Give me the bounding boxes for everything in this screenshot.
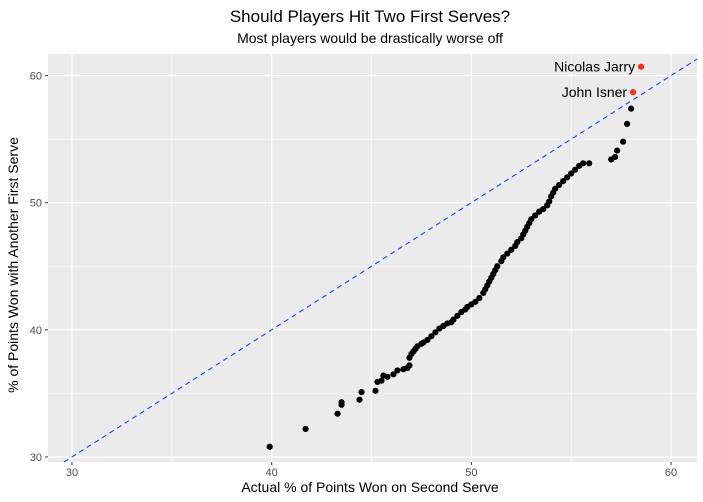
data-point (504, 250, 511, 257)
x-tick-label: 40 (266, 467, 278, 479)
point-annotation: John Isner (562, 84, 628, 100)
x-tick-label: 60 (665, 467, 677, 479)
data-point (528, 216, 535, 223)
points-layer (266, 63, 645, 450)
data-point (428, 333, 435, 340)
data-point (628, 105, 635, 112)
data-point (564, 174, 571, 181)
data-point (612, 153, 619, 161)
data-point (620, 138, 627, 145)
data-point (560, 178, 567, 185)
data-point (572, 166, 579, 173)
data-point (454, 312, 461, 319)
reference-line (63, 58, 698, 463)
data-point (494, 263, 501, 270)
y-axis-title: % of Points Won with Another First Serve (5, 137, 21, 393)
reference-line-layer (63, 58, 698, 463)
data-point (378, 377, 385, 384)
data-point (384, 373, 391, 380)
x-tick-label: 50 (465, 467, 477, 479)
data-point (394, 367, 401, 374)
grid-major (48, 54, 697, 462)
data-point (358, 388, 365, 396)
x-axis-title: Actual % of Points Won on Second Serve (241, 479, 499, 495)
data-point (356, 396, 363, 403)
data-point (614, 147, 621, 154)
data-point (450, 316, 457, 323)
data-point (540, 205, 547, 213)
data-point (476, 294, 483, 302)
highlight-point (637, 63, 645, 70)
data-point (568, 170, 575, 177)
data-point (338, 399, 345, 406)
data-point (552, 185, 559, 192)
data-point (556, 181, 563, 189)
highlight-point (629, 89, 637, 96)
data-point (532, 212, 539, 219)
data-point (390, 371, 397, 378)
data-point (266, 443, 273, 450)
data-point (546, 198, 553, 205)
chart-subtitle: Most players would be drastically worse … (237, 30, 503, 46)
annotation-layer: Nicolas Jarry John Isner (554, 59, 635, 100)
data-point (624, 120, 631, 128)
data-point (424, 336, 431, 344)
y-axis-ticks: 30 40 50 60 (30, 71, 48, 464)
data-point (302, 425, 309, 433)
grid-minor (48, 54, 697, 462)
y-tick-label: 60 (30, 71, 42, 83)
data-point (508, 246, 515, 253)
point-annotation: Nicolas Jarry (554, 59, 635, 75)
data-point (372, 387, 379, 394)
chart-title: Should Players Hit Two First Serves? (230, 7, 510, 26)
data-point (472, 298, 479, 305)
y-tick-label: 30 (30, 452, 42, 464)
data-point (514, 239, 521, 246)
data-point (500, 254, 507, 261)
data-point (432, 329, 439, 336)
data-point (580, 160, 587, 167)
y-tick-label: 40 (30, 325, 42, 337)
x-axis-ticks: 30 40 50 60 (66, 462, 677, 479)
data-point (406, 362, 413, 369)
data-point (334, 410, 341, 417)
data-point (586, 160, 593, 167)
plot-panel (48, 54, 697, 462)
x-tick-label: 30 (66, 467, 78, 479)
y-tick-label: 50 (30, 198, 42, 210)
